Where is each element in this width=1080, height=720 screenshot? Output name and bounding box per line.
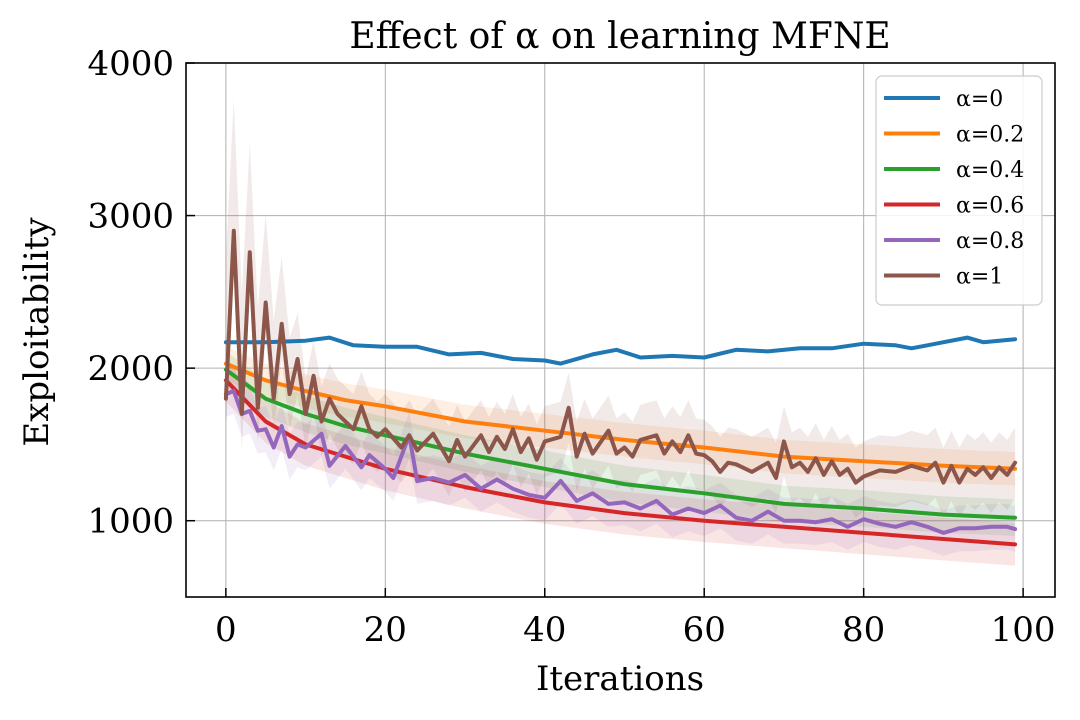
y-axis-label: Exploitability (17, 217, 57, 447)
x-tick-label: 40 (523, 610, 566, 650)
legend-entry-label: α=0.6 (956, 194, 1024, 219)
y-tick-label: 1000 (87, 502, 174, 542)
legend-entry-label: α=1 (956, 265, 1003, 290)
legend: α=0 α=0.2 α=0.4 α=0.6 α=0.8 α=1 (875, 75, 1043, 306)
x-tick-label: 60 (683, 610, 726, 650)
legend-entry-label: α=0 (956, 87, 1003, 112)
y-tick-label: 4000 (87, 44, 174, 84)
x-tick-label: 20 (364, 610, 407, 650)
line-series-5 (223, 228, 1018, 485)
x-tick-label: 0 (215, 610, 237, 650)
legend-entry-label: α=0.8 (956, 229, 1024, 254)
band-series-1 (225, 346, 1016, 486)
line-series-3 (223, 378, 1018, 547)
line-series-0 (223, 335, 1018, 366)
legend-entry-label: α=0.2 (956, 123, 1024, 148)
x-axis-label: Iterations (536, 659, 704, 699)
band-series-4 (225, 368, 1016, 556)
line-series-1 (223, 361, 1018, 471)
series-lines (223, 228, 1018, 547)
x-tick-label: 100 (991, 610, 1056, 650)
y-tick-label: 3000 (87, 197, 174, 237)
band-series-2 (225, 351, 1016, 536)
legend-entry-label: α=0.4 (956, 158, 1024, 183)
chart-title: Effect of α on learning MFNE (349, 16, 890, 57)
line-series-4 (223, 389, 1018, 535)
x-tick-label: 80 (842, 610, 885, 650)
y-tick-label: 2000 (87, 349, 174, 389)
band-series-3 (225, 359, 1016, 566)
axis-ticks: 0 20 40 60 80 100 1000 2000 3000 4000 (87, 44, 1055, 650)
plot-frame (185, 62, 1056, 598)
